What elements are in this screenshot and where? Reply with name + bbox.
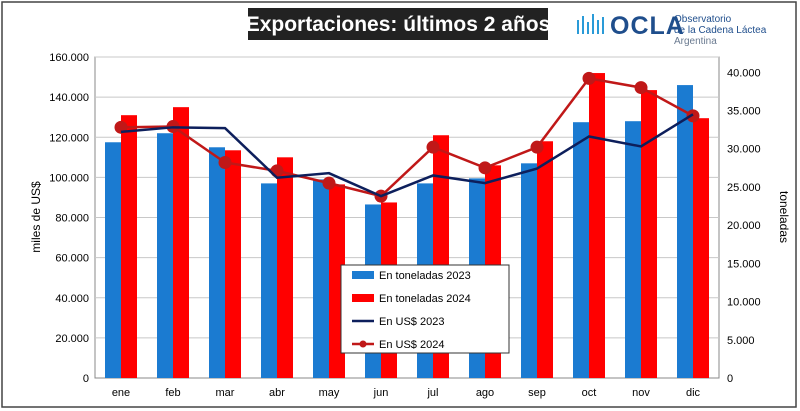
logo-name: OCLA [610, 12, 685, 40]
point-2024 [582, 71, 596, 85]
logo-line1: Observatorio [674, 14, 732, 25]
line-2023 [120, 113, 694, 198]
y-right-tick-label: 20.000 [727, 220, 761, 232]
bar-2024 [225, 150, 241, 378]
y-left-tick-label: 140.000 [49, 92, 89, 104]
bar-2023 [261, 183, 277, 378]
bar-2023 [677, 85, 693, 379]
bar-2023 [157, 133, 173, 378]
y-left-tick-label: 80.000 [55, 213, 89, 225]
x-tick-label: dic [686, 387, 701, 399]
x-axis: ene feb mar abr may jun jul ago sep oct nov dic [112, 387, 701, 399]
bar-2023 [521, 163, 537, 378]
bar-2024 [589, 73, 605, 379]
bar-2024 [537, 141, 553, 378]
legend-label: En US$ 2023 [379, 316, 444, 328]
legend-label: En US$ 2024 [379, 339, 444, 351]
point-2024 [686, 109, 700, 123]
bar-2024 [121, 115, 137, 379]
y-axis-left: 0 20.000 40.000 60.000 80.000 100.000 120.000 1… [49, 52, 89, 385]
legend-label: En toneladas 2023 [379, 270, 471, 282]
y-right-tick-label: 30.000 [727, 144, 761, 156]
bar-2024 [641, 90, 657, 379]
y-left-tick-label: 20.000 [55, 333, 89, 345]
y-axis-right: 0 5.000 10.000 15.000 20.000 25.000 30.000 35.0… [727, 67, 761, 385]
legend-marker [359, 340, 367, 348]
x-tick-label: ago [476, 387, 494, 399]
y-axis-left-title: miles de US$ [29, 181, 43, 253]
x-tick-label: feb [165, 387, 180, 399]
y-right-tick-label: 25.000 [727, 182, 761, 194]
wave-icon [577, 14, 604, 34]
x-tick-label: sep [528, 387, 546, 399]
y-left-tick-label: 40.000 [55, 293, 89, 305]
bar-2024 [173, 107, 189, 378]
point-2024 [322, 176, 336, 190]
chart-title: Exportaciones: últimos 2 años [246, 13, 551, 36]
point-2024 [634, 81, 648, 95]
x-tick-label: ene [112, 387, 130, 399]
y-right-tick-label: 40.000 [727, 67, 761, 79]
legend-label: En toneladas 2024 [379, 293, 471, 305]
y-left-tick-label: 100.000 [49, 172, 89, 184]
y-left-tick-label: 120.000 [49, 132, 89, 144]
line-2024 [120, 77, 694, 198]
bar-2023 [105, 142, 121, 378]
bar-2023 [625, 121, 641, 378]
y-right-tick-label: 0 [727, 373, 733, 385]
logo-line3: Argentina [674, 36, 717, 47]
legend-swatch [352, 294, 374, 302]
x-tick-label: mar [216, 387, 235, 399]
bar-2024 [277, 157, 293, 378]
y-axis-right-title: toneladas [777, 191, 791, 243]
bar-2023 [209, 147, 225, 378]
legend-swatch [352, 271, 374, 279]
point-2024 [478, 161, 492, 175]
legend-box [340, 264, 510, 354]
y-right-tick-label: 15.000 [727, 258, 761, 270]
x-tick-label: jul [426, 387, 438, 399]
title-box [248, 8, 548, 40]
y-right-tick-label: 5.000 [727, 335, 755, 347]
bar-2023 [573, 122, 589, 378]
x-tick-label: jun [373, 387, 389, 399]
line-series [114, 71, 700, 203]
y-right-tick-label: 35.000 [727, 106, 761, 118]
x-tick-label: oct [582, 387, 597, 399]
x-tick-label: nov [632, 387, 650, 399]
x-tick-label: may [319, 387, 340, 399]
point-2024 [270, 164, 284, 178]
x-tick-label: abr [269, 387, 285, 399]
logo-line2: de la Cadena Láctea [674, 25, 767, 36]
ocla-logo: OCLA Observatorio de la Cadena Láctea Ar… [577, 12, 767, 47]
bar-2023 [313, 179, 329, 378]
point-2024 [530, 140, 544, 154]
y-left-tick-label: 60.000 [55, 253, 89, 265]
y-left-tick-label: 0 [83, 373, 89, 385]
legend: En toneladas 2023 En toneladas 2024 En US$… [340, 264, 510, 354]
point-2024 [218, 155, 232, 169]
y-left-tick-label: 160.000 [49, 52, 89, 64]
point-2024 [426, 140, 440, 154]
y-right-tick-label: 10.000 [727, 297, 761, 309]
bar-2024 [693, 118, 709, 379]
